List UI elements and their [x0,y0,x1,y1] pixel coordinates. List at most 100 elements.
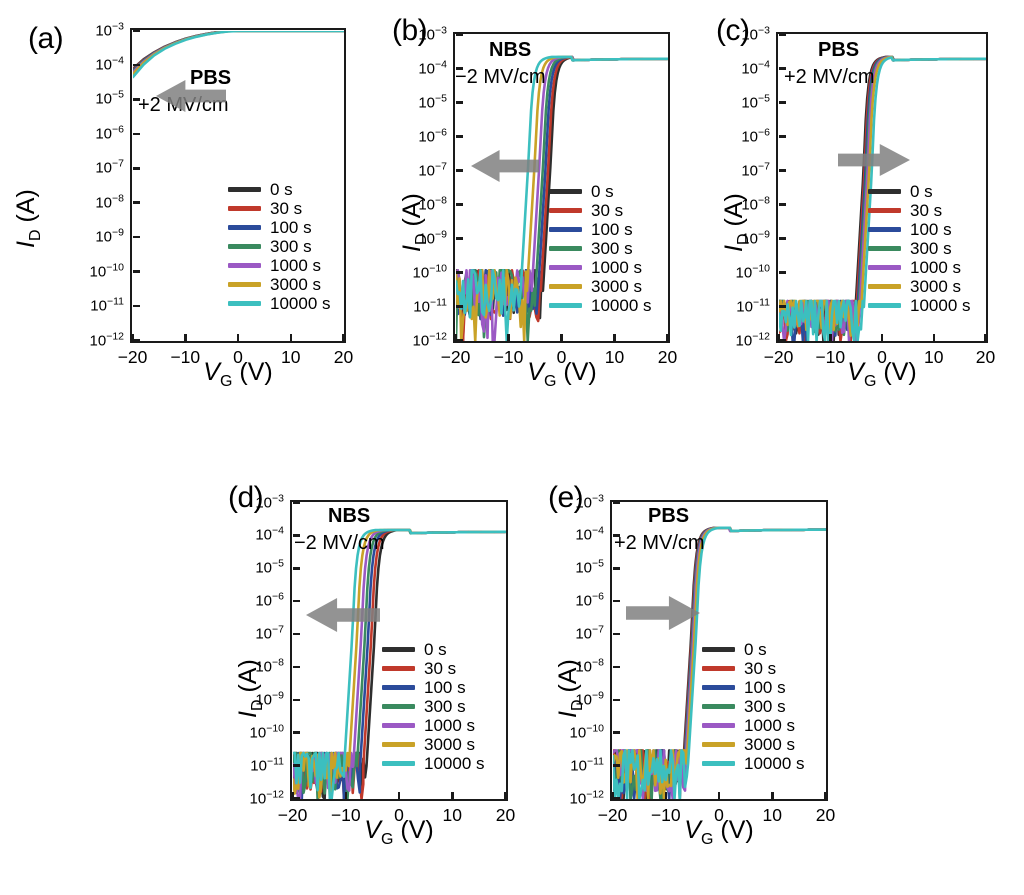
legend-color-swatch [549,208,582,213]
legend-color-swatch [382,742,415,747]
x-axis-tick-label: −10 [815,347,846,367]
legend: 0 s 30 s 100 s 300 s 1000 s 3000 s 10000 s [549,182,652,315]
y-axis-tick-label: 10−12 [569,788,605,807]
y-axis-tick-label: 10−6 [741,126,770,145]
y-axis-tick-mark [612,632,620,636]
legend-color-swatch [868,265,901,270]
legend-item: 30 s [702,659,805,678]
legend-color-swatch [549,227,582,232]
plot-curves [778,55,986,341]
x-axis-tick-mark [829,333,832,341]
legend-item-label: 0 s [744,640,767,659]
plot-curves [292,528,506,799]
y-axis-tick-label: 10−3 [255,492,284,511]
y-axis-tick-label: 10−8 [741,194,770,213]
y-axis-tick-mark [292,764,300,767]
x-axis-label: VG (V) [203,358,273,390]
legend-color-swatch [868,246,901,251]
legend-item-label: 30 s [591,201,624,220]
legend-item: 1000 s [868,258,971,277]
y-axis-tick-label: 10−4 [255,524,284,544]
y-axis-tick-label: 10−4 [95,54,124,74]
y-axis-tick-label: 10−10 [735,262,771,281]
legend-item-label: 10000 s [910,296,971,315]
legend-item: 0 s [228,180,331,199]
x-axis-tick-label: 20 [333,347,354,367]
x-axis-tick-label: 10 [442,805,462,825]
y-axis-tick-mark [778,271,786,274]
y-axis-tick-mark [612,567,620,570]
legend-color-swatch [702,704,735,709]
legend-item-label: 100 s [744,678,786,697]
legend-color-swatch [228,282,261,287]
x-axis-tick-mark [344,791,347,799]
x-axis-tick-mark [824,791,827,799]
y-axis-tick-label: 10−5 [418,92,447,111]
legend-item-label: 0 s [270,180,293,199]
plot-curves [132,30,344,78]
x-axis-tick-mark [291,791,294,799]
shift-direction-arrow-icon [471,150,539,182]
x-axis-tick-label: 0 [877,347,887,367]
legend-item: 3000 s [868,277,971,296]
legend-item: 3000 s [549,277,652,296]
y-axis-tick-mark [778,169,786,172]
y-axis-tick-label: 10−9 [418,228,447,247]
legend-item-label: 30 s [424,659,457,678]
legend-item-label: 10000 s [591,296,652,315]
plot-frame [776,32,988,343]
legend-item: 1000 s [228,256,331,275]
x-axis-tick-mark [454,333,457,341]
y-axis-tick-mark [292,534,300,537]
x-axis-tick-mark [613,333,616,341]
legend-item: 10000 s [868,296,971,315]
stress-type-label: NBS [328,505,371,527]
x-axis-tick-mark [560,333,563,341]
y-axis-tick-label: 10−11 [736,296,770,315]
y-axis-tick-mark [455,101,463,104]
x-axis-tick-mark [451,791,454,799]
legend-item: 0 s [549,182,652,201]
x-axis-tick-label: 20 [975,347,996,367]
legend-item-label: 100 s [424,678,466,697]
x-axis-tick-mark [131,333,134,341]
x-axis-tick-label: 10 [604,347,625,367]
legend-color-swatch [382,704,415,709]
y-axis-tick-label: 10−3 [418,24,447,43]
legend-item-label: 10000 s [744,754,805,773]
panel-letter-label: (e) [548,481,584,514]
legend-item: 300 s [868,239,971,258]
legend-color-swatch [382,685,415,690]
legend-item-label: 3000 s [910,277,962,296]
legend-item-label: 300 s [270,237,312,256]
legend-item: 3000 s [228,275,331,294]
x-axis-tick-label: −20 [117,347,148,367]
y-axis-tick-label: 10−8 [255,656,284,676]
y-axis-tick-label: 10−7 [741,160,770,179]
y-axis-tick-mark [455,135,463,138]
legend: 0 s 30 s 100 s 300 s 1000 s 3000 s 10000 s [868,182,971,315]
x-axis-tick-label: 10 [762,805,782,825]
y-axis-tick-label: 10−5 [575,557,604,577]
legend: 0 s 30 s 100 s 300 s 1000 s 3000 s 10000 s [228,180,331,313]
y-axis-tick-mark [612,501,620,504]
y-axis-tick-label: 10−12 [735,330,771,349]
x-axis-tick-mark [777,333,780,341]
legend: 0 s 30 s 100 s 300 s 1000 s 3000 s 10000 s [382,640,485,773]
y-axis-tick-mark [612,698,620,702]
legend-color-swatch [228,301,261,306]
legend-color-swatch [549,246,582,251]
y-axis-tick-mark [292,731,300,734]
legend-item: 30 s [549,201,652,220]
legend-item-label: 30 s [744,659,777,678]
y-axis-tick-mark [612,599,620,603]
y-axis-tick-label: 10−11 [250,755,284,775]
y-axis-tick-label: 10−7 [418,160,447,179]
y-axis-tick-label: 10−10 [249,722,285,742]
legend-item: 3000 s [382,735,485,754]
x-axis-tick-mark [504,791,507,799]
legend-item-label: 3000 s [591,277,643,296]
panel-letter-label: (c) [716,14,750,47]
